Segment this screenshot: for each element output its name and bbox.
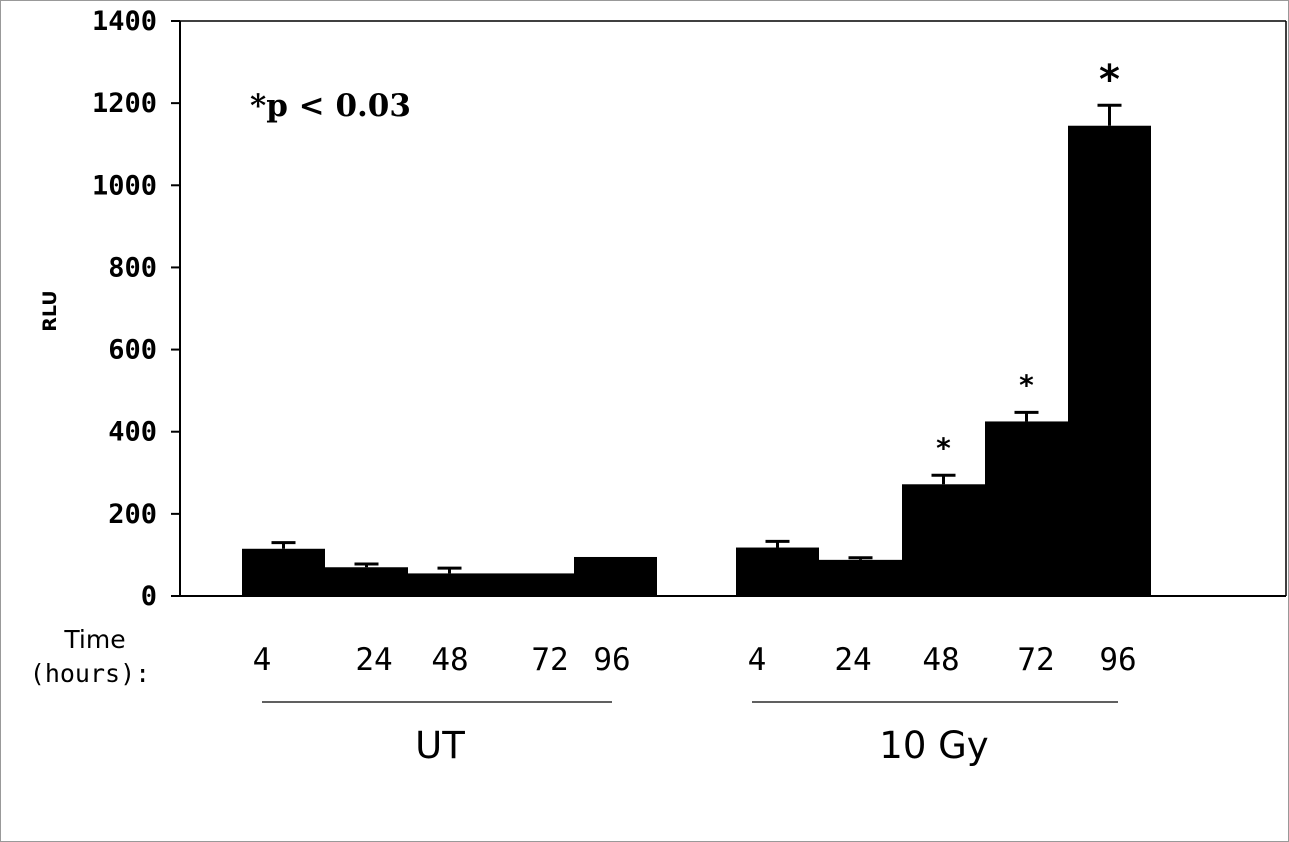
bar [736, 547, 819, 596]
bar [902, 484, 985, 596]
significance-annotation: *p < 0.03 [250, 88, 411, 124]
bar [819, 559, 902, 596]
category-label: 24 [355, 642, 392, 678]
significance-star: * [1019, 368, 1034, 401]
y-tick-label: 800 [108, 252, 157, 283]
bar [325, 567, 408, 596]
significance-markers: * * * [936, 57, 1120, 464]
category-label: 48 [431, 642, 468, 678]
bar [408, 573, 491, 596]
bar [574, 556, 657, 596]
y-axis-ticks: 0 200 400 600 800 1000 1200 1400 [92, 6, 180, 612]
x-axis-title-hours: (hours): [30, 659, 150, 688]
group-label: 10 Gy [879, 724, 988, 767]
error-bars [271, 103, 1122, 574]
y-tick-label: 1000 [92, 170, 157, 201]
category-label: 72 [531, 642, 568, 678]
y-tick-label: 1400 [92, 6, 157, 37]
bar [242, 548, 325, 596]
category-label: 48 [922, 642, 959, 678]
group-label: UT [415, 724, 465, 767]
significance-star: * [1099, 57, 1120, 103]
significance-star: * [936, 431, 951, 464]
category-label: 4 [253, 642, 272, 678]
y-axis-label: RLU [39, 290, 61, 332]
category-label: 96 [593, 642, 630, 678]
bar [1068, 125, 1151, 596]
bar [985, 421, 1068, 596]
y-tick-label: 1200 [92, 88, 157, 119]
y-tick-label: 400 [108, 417, 157, 448]
y-tick-label: 600 [108, 335, 157, 366]
category-label: 24 [834, 642, 871, 678]
y-tick-label: 200 [108, 499, 157, 530]
category-label: 96 [1099, 642, 1136, 678]
x-axis-title-time: Time [63, 625, 125, 654]
category-labels: 4 24 48 72 96 UT 4 24 48 72 96 10 Gy [253, 642, 1137, 767]
bar [491, 573, 574, 596]
category-label: 72 [1017, 642, 1054, 678]
y-tick-label: 0 [141, 581, 157, 612]
bars [242, 125, 1151, 596]
category-label: 4 [748, 642, 767, 678]
